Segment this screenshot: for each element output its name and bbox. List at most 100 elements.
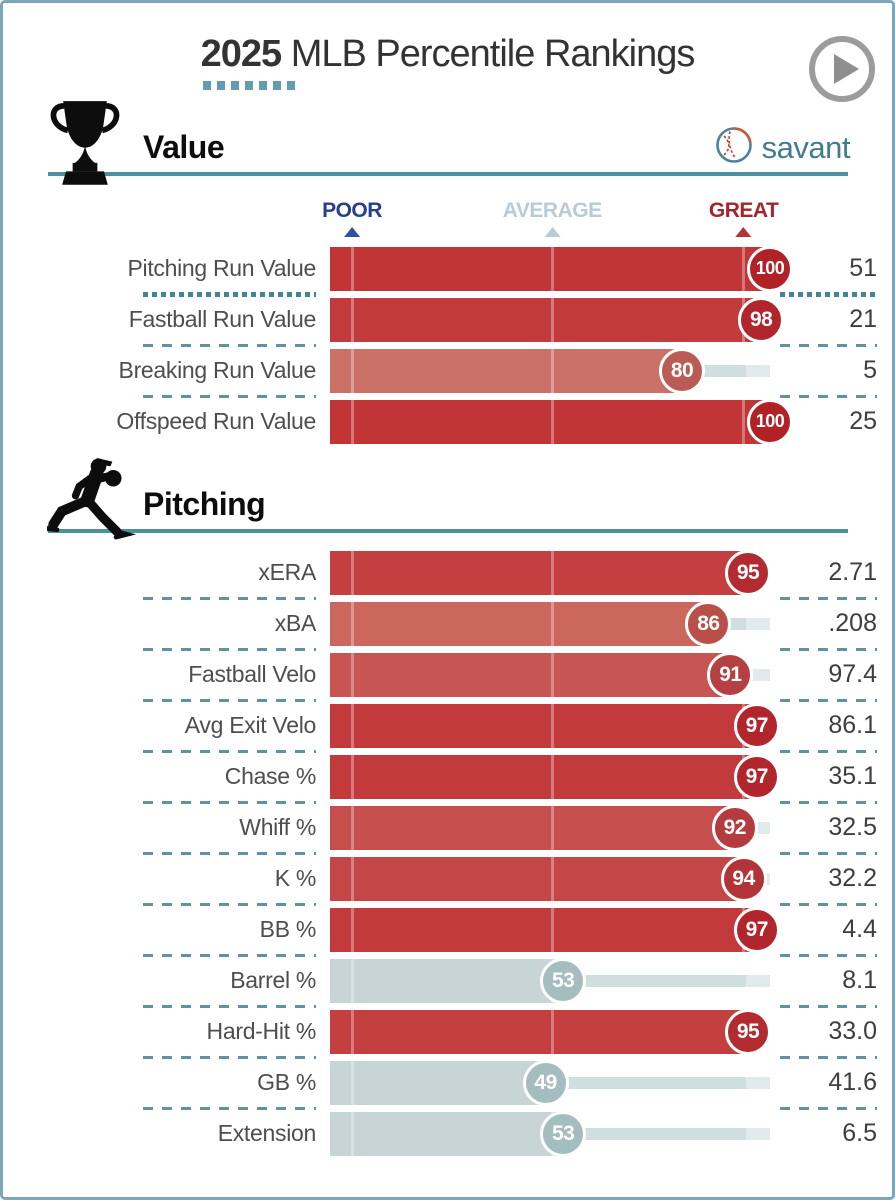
percentile-row: Breaking Run Value 80 5 [3, 345, 892, 396]
percentile-gridline [350, 399, 354, 444]
percentile-bar[interactable]: 53 [330, 957, 770, 1004]
separator-right [780, 1056, 877, 1059]
percentile-bar[interactable]: 97 [330, 906, 780, 953]
separator-right [780, 852, 877, 855]
percentile-gridline [550, 601, 554, 646]
percentile-bar[interactable]: 97 [330, 753, 780, 800]
percentile-badge[interactable]: 86 [685, 600, 732, 647]
stat-label: xBA [274, 610, 317, 636]
stat-label: Barrel % [230, 967, 316, 993]
separator-right [780, 597, 877, 600]
percentile-bar[interactable]: 98 [330, 296, 785, 343]
separator-right [780, 954, 877, 957]
play-button[interactable] [809, 36, 875, 102]
stat-value: 21 [849, 305, 877, 333]
percentile-badge[interactable]: 97 [733, 702, 780, 749]
percentile-gridline [350, 652, 354, 697]
savant-logo[interactable]: savant [714, 125, 851, 170]
page-title: 2025 MLB Percentile Rankings [3, 3, 892, 90]
percentile-badge[interactable]: 92 [711, 804, 758, 851]
separator-left [143, 648, 316, 651]
percentile-row: Fastball Run Value 98 21 [3, 294, 892, 345]
bar-fill [330, 297, 762, 342]
stat-value: 25 [849, 407, 877, 435]
title-year: 2025 [200, 33, 283, 75]
pitcher-icon [42, 454, 139, 547]
percentile-badge[interactable]: 80 [659, 347, 705, 394]
stat-label: Chase % [224, 763, 317, 789]
play-icon [834, 54, 859, 84]
stat-value: 8.1 [842, 966, 877, 994]
separator-left [143, 1056, 316, 1059]
percentile-bar[interactable]: 97 [330, 702, 780, 749]
percentile-gridline [550, 348, 554, 393]
percentile-bar[interactable]: 95 [330, 1008, 771, 1055]
percentile-badge[interactable]: 49 [522, 1059, 569, 1106]
percentile-badge[interactable]: 95 [725, 1008, 771, 1055]
percentile-row: xERA 95 2.71 [3, 547, 892, 598]
percentile-bar[interactable]: 100 [330, 245, 793, 292]
title-underline-dots [202, 81, 299, 90]
percentile-badge[interactable]: 91 [707, 651, 754, 698]
section-rule [48, 529, 848, 533]
stat-label: Pitching Run Value [127, 255, 316, 281]
bar-track-cap [745, 1076, 770, 1089]
percentile-badge[interactable]: 53 [540, 957, 587, 1004]
percentile-gridline [350, 1111, 354, 1156]
percentile-gridline [350, 246, 354, 291]
axis-markers: POOR AVERAGE GREAT [322, 186, 779, 243]
percentile-bar[interactable]: 100 [330, 398, 793, 445]
percentile-gridline [550, 399, 554, 444]
marker-average-label: AVERAGE [502, 199, 602, 222]
percentile-bar[interactable]: 86 [330, 600, 770, 647]
percentile-bar[interactable]: 94 [330, 855, 770, 902]
separator-right [780, 648, 877, 651]
bar-track-cap [745, 974, 770, 987]
percentile-bar[interactable]: 53 [330, 1110, 770, 1157]
percentile-row: BB % 97 4.4 [3, 904, 892, 955]
percentile-gridline [550, 805, 554, 850]
bar-fill [330, 348, 682, 393]
percentile-bar[interactable]: 95 [330, 549, 771, 596]
percentile-bar[interactable]: 92 [330, 804, 770, 851]
percentile-bar[interactable]: 91 [330, 651, 770, 698]
stat-label: Avg Exit Velo [184, 712, 317, 738]
bar-track [563, 1127, 746, 1140]
stat-label: GB % [257, 1069, 316, 1095]
percentile-badge[interactable]: 94 [720, 855, 767, 902]
bar-fill [330, 550, 748, 595]
percentile-badge[interactable]: 98 [738, 296, 785, 343]
percentile-bar[interactable]: 49 [330, 1059, 770, 1106]
percentile-badge[interactable]: 97 [733, 753, 780, 800]
header: 2025 MLB Percentile Rankings [3, 3, 892, 102]
percentile-badge[interactable]: 97 [733, 906, 780, 953]
percentile-badge[interactable]: 100 [747, 398, 793, 445]
bar-fill [330, 958, 564, 1003]
stat-label: Fastball Run Value [128, 306, 317, 332]
percentile-bar[interactable]: 80 [330, 347, 770, 394]
stat-value: 2.71 [828, 558, 877, 586]
percentile-badge[interactable]: 53 [540, 1110, 587, 1157]
section-title-pitching: Pitching [143, 486, 266, 522]
separator-left [143, 954, 316, 957]
stat-value: 4.4 [842, 915, 877, 943]
section-title-value: Value [143, 129, 225, 165]
stat-value: 5 [863, 356, 877, 384]
separator-left [143, 1005, 316, 1008]
separator-right [780, 801, 877, 804]
percentile-row: Barrel % 53 8.1 [3, 955, 892, 1006]
marker-great-label: GREAT [708, 199, 779, 222]
percentile-badge[interactable]: 95 [725, 549, 771, 596]
stat-value: 41.6 [828, 1068, 877, 1096]
percentile-row: Whiff % 92 32.5 [3, 802, 892, 853]
separator-left [143, 699, 316, 702]
percentile-gridline [550, 907, 554, 952]
separator-right [780, 395, 877, 398]
percentile-gridline [742, 399, 746, 444]
stat-value: 6.5 [842, 1119, 877, 1147]
percentile-badge[interactable]: 100 [747, 245, 793, 292]
bar-fill [330, 1111, 564, 1156]
bar-track-cap [745, 1127, 770, 1140]
percentile-gridline [550, 297, 554, 342]
